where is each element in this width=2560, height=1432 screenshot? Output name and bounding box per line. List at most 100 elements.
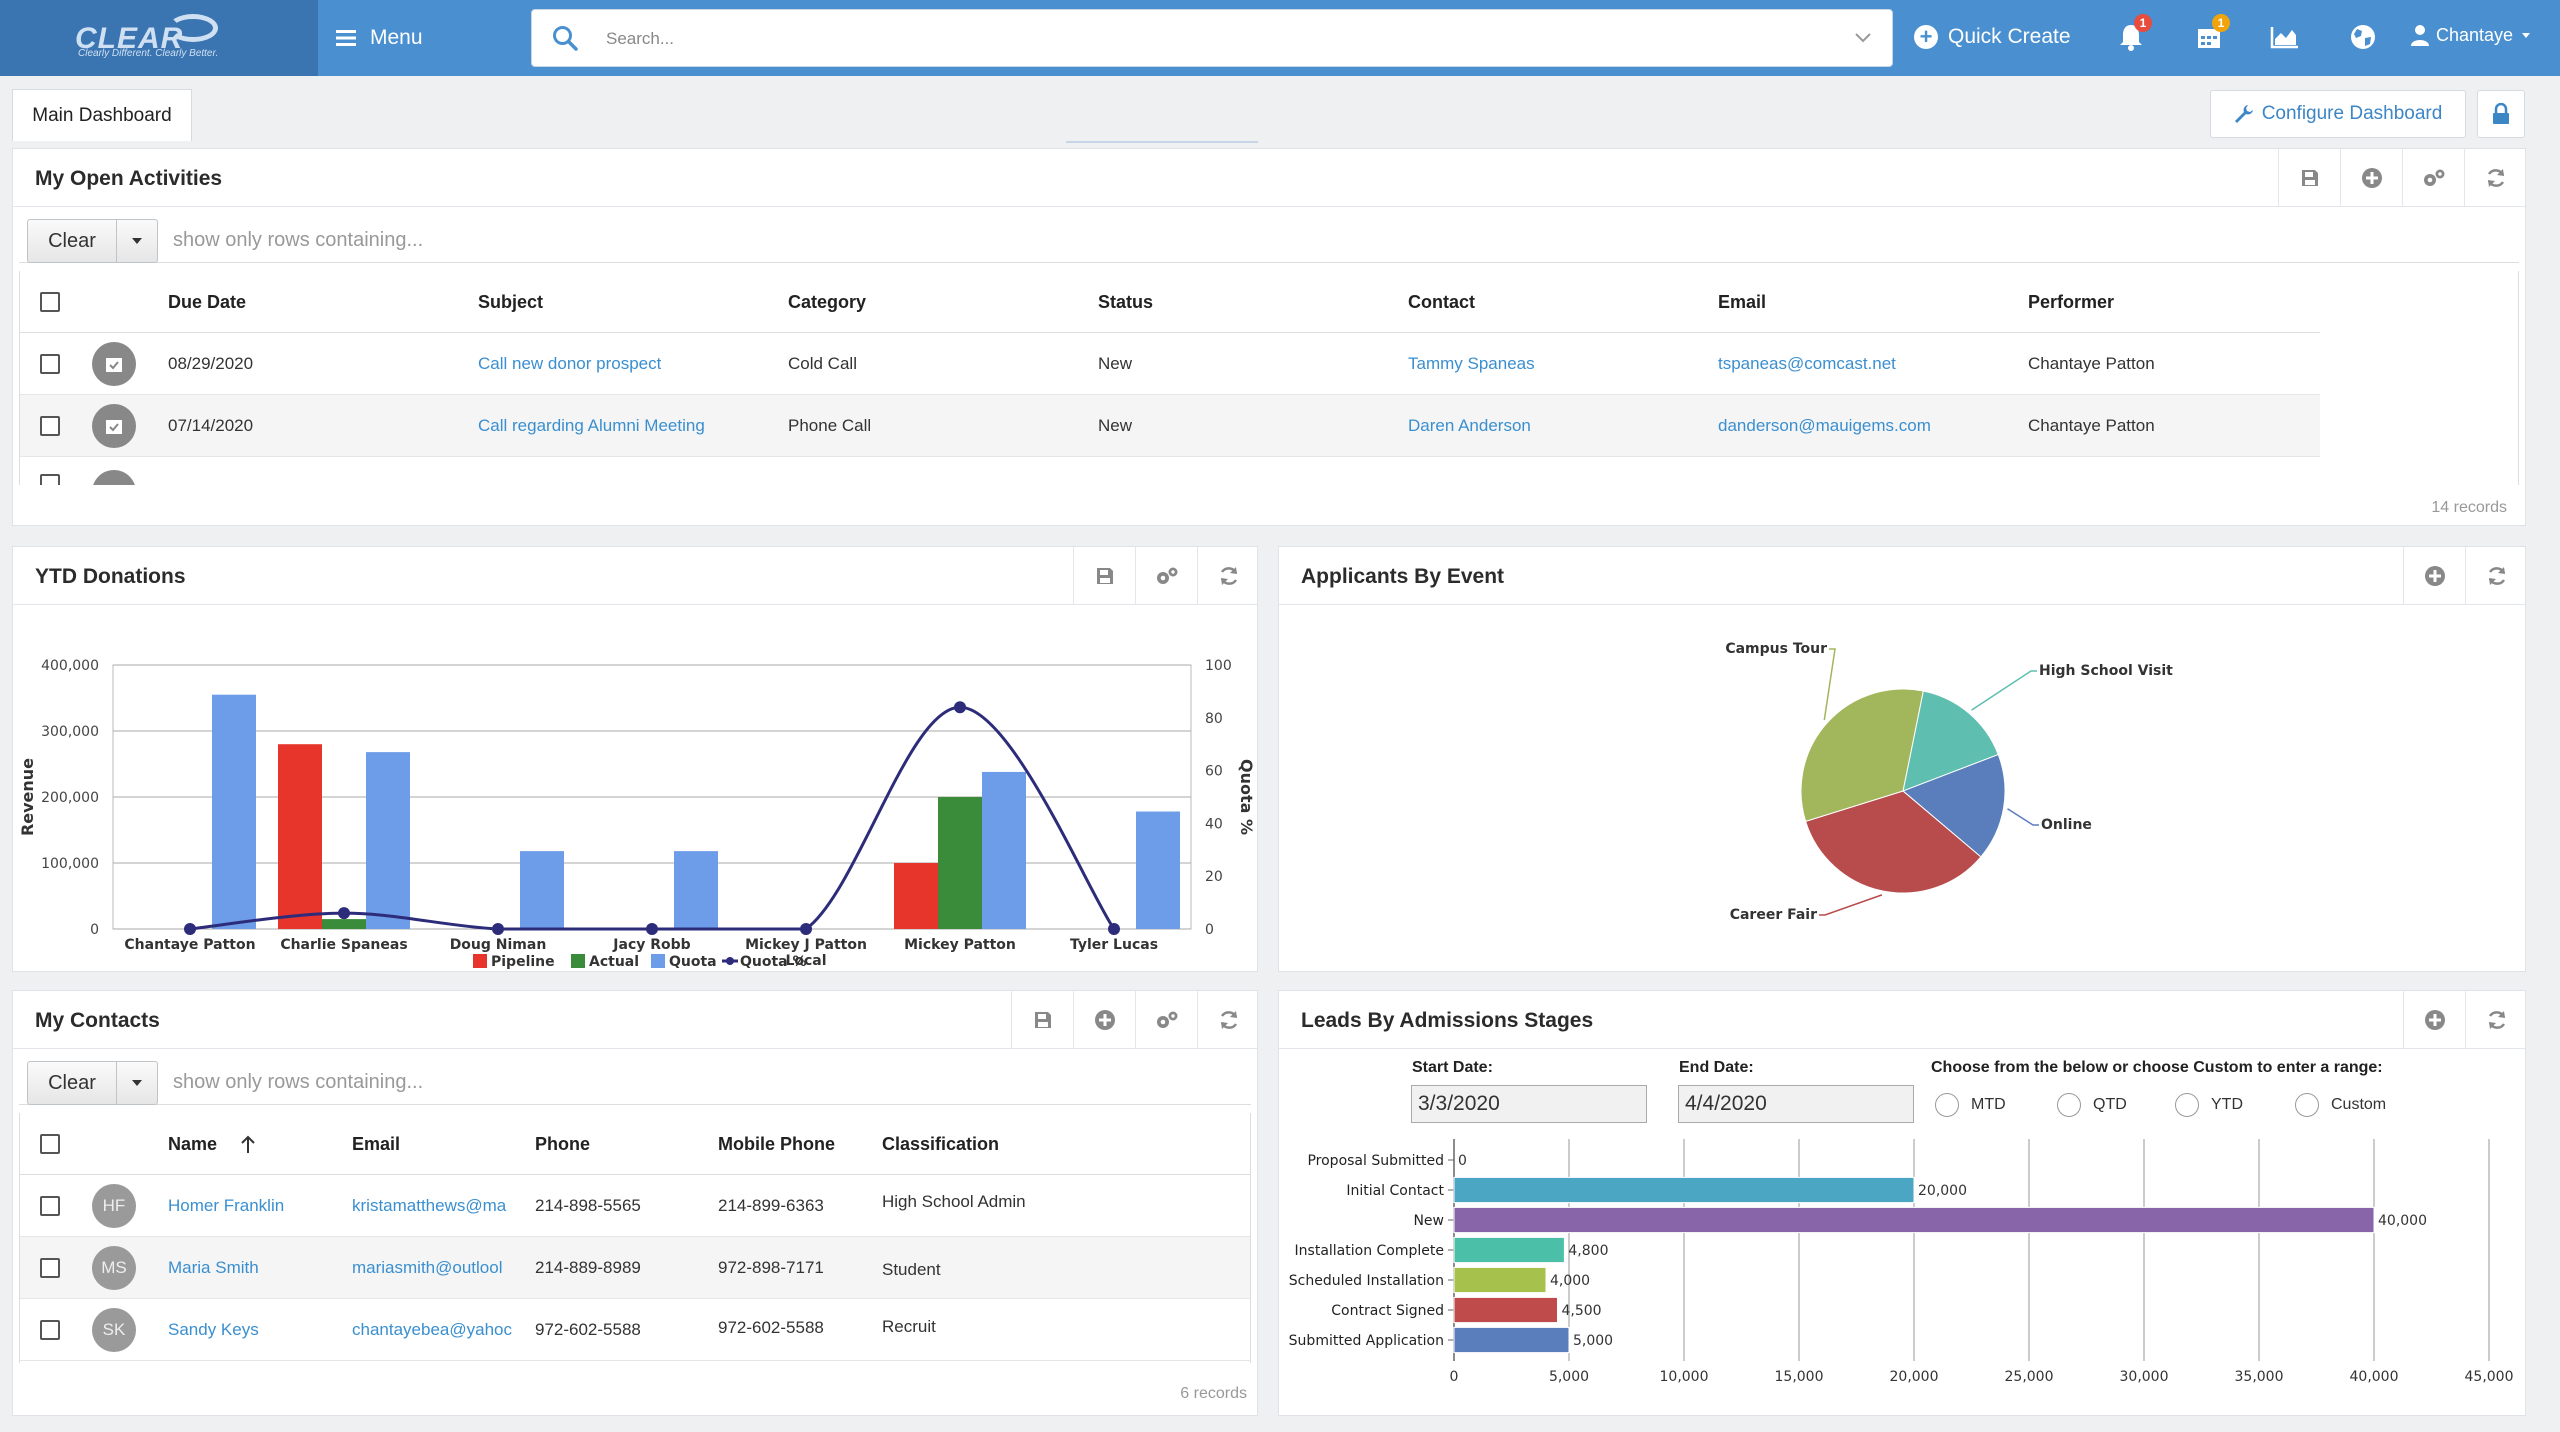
add-button[interactable] [2403, 991, 2465, 1049]
table-row[interactable]: SK Sandy Keys chantayebea@yahoc 972-602-… [20, 1299, 1250, 1361]
table-row[interactable]: 08/29/2020 Call new donor prospect Cold … [20, 333, 2320, 395]
user-icon [2411, 25, 2429, 46]
panel-title: My Open Activities [35, 167, 223, 190]
row-checkbox[interactable] [40, 333, 60, 395]
settings-button[interactable] [1135, 991, 1197, 1049]
row-checkbox[interactable] [40, 1237, 60, 1299]
end-date-input[interactable]: 4/4/2020 [1678, 1085, 1914, 1123]
table-row[interactable]: 07/14/2020 Call regarding Alumni Meeting… [20, 395, 2320, 457]
save-button[interactable] [1073, 547, 1135, 605]
bar-quota [674, 851, 718, 929]
radio-qtd[interactable]: QTD [2057, 1093, 2127, 1117]
email-link[interactable]: mariasmith@outlool [352, 1258, 503, 1277]
lock-dashboard-button[interactable] [2477, 90, 2525, 138]
column-header[interactable]: Contact [1408, 291, 1475, 312]
y2-tick-label: 100 [1205, 658, 1232, 674]
menu-button[interactable]: Menu [336, 22, 423, 54]
notifications-button[interactable]: 1 [2112, 14, 2152, 56]
column-header[interactable]: Performer [2028, 291, 2115, 312]
column-header[interactable]: Subject [478, 291, 544, 312]
table-row[interactable]: MS Maria Smith mariasmith@outlool 214-88… [20, 1237, 1250, 1299]
contact-name-link[interactable]: Maria Smith [168, 1258, 259, 1277]
subject-link[interactable]: Call regarding Alumni Meeting [478, 416, 705, 435]
settings-button[interactable] [1135, 547, 1197, 605]
column-header-name[interactable]: Name [168, 1113, 257, 1175]
contact-link[interactable]: Daren Anderson [1408, 416, 1531, 435]
save-button[interactable] [1011, 991, 1073, 1049]
search-icon [553, 26, 578, 51]
column-header[interactable]: Category [788, 291, 867, 312]
start-date-label: Start Date: [1412, 1059, 1493, 1076]
y-tick-label: 200,000 [41, 790, 99, 806]
mobile-phone: 214-899-6363 [718, 1196, 824, 1215]
column-header[interactable]: Status [1098, 291, 1154, 312]
filter-options-dropdown[interactable] [116, 219, 158, 263]
global-search[interactable] [531, 9, 1893, 67]
column-header[interactable]: Phone [535, 1133, 591, 1154]
column-header[interactable]: Email [1718, 291, 1767, 312]
configure-dashboard-button[interactable]: Configure Dashboard [2210, 90, 2466, 138]
refresh-button[interactable] [2465, 547, 2527, 605]
settings-button[interactable] [2402, 149, 2464, 207]
contact-name-link[interactable]: Sandy Keys [168, 1320, 259, 1339]
bar-quota [982, 771, 1026, 929]
row-checkbox[interactable] [40, 395, 60, 457]
select-all-checkbox[interactable] [40, 1113, 60, 1175]
refresh-button[interactable] [2464, 149, 2526, 207]
row-checkbox[interactable] [40, 1175, 60, 1237]
column-header[interactable]: Mobile Phone [718, 1133, 835, 1154]
refresh-button[interactable] [1197, 991, 1259, 1049]
contact-name-link[interactable]: Homer Franklin [168, 1196, 285, 1215]
email-link[interactable]: kristamatthews@ma [352, 1196, 507, 1215]
reports-button[interactable] [2266, 18, 2304, 56]
x-tick-label: 0 [1450, 1369, 1459, 1385]
chevron-down-icon[interactable] [1854, 32, 1872, 44]
wrench-icon [2234, 105, 2253, 123]
radio-ytd[interactable]: YTD [2175, 1093, 2243, 1117]
column-header[interactable]: Due Date [168, 291, 247, 312]
contact-link[interactable]: Tammy Spaneas [1408, 354, 1535, 373]
add-button[interactable] [2340, 149, 2402, 207]
x-tick-label: Doug Niman [450, 937, 547, 953]
clear-filter-button[interactable]: Clear [27, 1061, 117, 1105]
table-row[interactable]: HF Homer Franklin kristamatthews@ma 214-… [20, 1175, 1250, 1237]
subject-link[interactable]: Call new donor prospect [478, 354, 662, 373]
x-tick-label: 5,000 [1549, 1369, 1589, 1385]
radio-label: QTD [2093, 1096, 2127, 1113]
refresh-button[interactable] [2465, 991, 2527, 1049]
radio-custom[interactable]: Custom [2295, 1093, 2386, 1117]
plus-circle-icon: + [1914, 25, 1938, 49]
filter-input[interactable] [173, 1067, 873, 1097]
save-button[interactable] [2278, 149, 2340, 207]
legend-label: Quota % [740, 954, 807, 970]
start-date-input[interactable]: 3/3/2020 [1411, 1085, 1647, 1123]
select-all-checkbox[interactable] [40, 271, 60, 333]
category: Cold Call [788, 354, 857, 373]
tab-main-dashboard[interactable]: Main Dashboard [12, 89, 192, 141]
clear-filter-button[interactable]: Clear [27, 219, 117, 263]
quick-create-button[interactable]: + Quick Create [1914, 20, 2071, 54]
globe-button[interactable] [2344, 18, 2382, 56]
mobile-phone: 972-898-7171 [718, 1258, 824, 1277]
filter-input[interactable] [173, 225, 1073, 255]
user-menu[interactable]: Chantaye [2410, 24, 2539, 46]
x-tick-label: Jacy Robb [612, 937, 690, 953]
calendar-button[interactable]: 1 [2190, 14, 2230, 56]
radio-circle [2175, 1093, 2199, 1117]
radio-mtd[interactable]: MTD [1935, 1093, 2006, 1117]
email-link[interactable]: tspaneas@comcast.net [1718, 354, 1896, 373]
gears-icon [2423, 169, 2444, 186]
logo[interactable]: CLEAR Clearly Different. Clearly Better. [0, 0, 318, 76]
email-link[interactable]: chantayebea@yahoc [352, 1320, 512, 1339]
quota-percent-point [492, 923, 504, 935]
filter-options-dropdown[interactable] [116, 1061, 158, 1105]
tab-divider [1066, 141, 1258, 143]
add-button[interactable] [2403, 547, 2465, 605]
refresh-button[interactable] [1197, 547, 1259, 605]
add-button[interactable] [1073, 991, 1135, 1049]
email-link[interactable]: danderson@mauigems.com [1718, 416, 1931, 435]
search-input[interactable] [606, 22, 1786, 56]
column-header[interactable]: Classification [882, 1133, 1000, 1154]
row-checkbox[interactable] [40, 1299, 60, 1361]
column-header[interactable]: Email [352, 1133, 401, 1154]
